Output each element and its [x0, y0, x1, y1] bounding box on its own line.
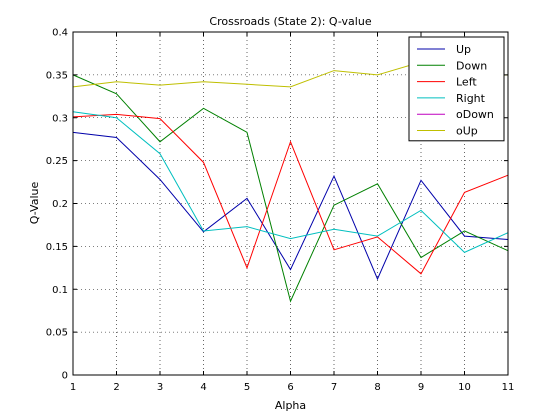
legend-label-down: Down: [456, 59, 487, 72]
grid-lines: [73, 32, 508, 375]
x-tick-label: 6: [287, 382, 293, 393]
series-line-right: [72, 111, 509, 253]
x-tick-labels: 1 2 3 4 5 6 7 8 9 10 11: [70, 382, 515, 393]
x-tick-label: 5: [244, 382, 250, 393]
legend-label-right: Right: [456, 92, 486, 105]
legend-label-oup: oUp: [456, 125, 478, 138]
y-tick-label: 0.1: [52, 285, 68, 296]
legend-label-up: Up: [456, 43, 471, 56]
x-tick-label: 2: [113, 382, 119, 393]
x-tick-label: 7: [331, 382, 337, 393]
x-tick-label: 10: [458, 382, 471, 393]
legend-label-odown: oDown: [456, 108, 494, 121]
x-tick-label: 4: [200, 382, 206, 393]
y-tick-label: 0.2: [52, 199, 68, 210]
x-axis-label: Alpha: [275, 399, 306, 412]
y-tick-labels: 0 0.05 0.1 0.15 0.2 0.25 0.3 0.35 0.4: [46, 28, 68, 382]
y-tick-label: 0.4: [52, 28, 68, 39]
y-tick-label: 0.25: [46, 156, 68, 167]
x-tick-label: 1: [70, 382, 76, 393]
axis-ticks: [72, 31, 509, 376]
legend-box: [408, 36, 505, 142]
y-tick-label: 0.15: [46, 242, 68, 253]
x-tick-label: 3: [157, 382, 163, 393]
series-line-left: [72, 113, 509, 275]
y-axis-label: Q-Value: [28, 182, 41, 225]
x-tick-label: 9: [418, 382, 424, 393]
chart-title: Crossroads (State 2): Q-value: [209, 15, 371, 28]
y-tick-label: 0: [62, 371, 68, 382]
y-tick-label: 0.35: [46, 70, 68, 81]
legend-label-left: Left: [456, 76, 477, 89]
y-tick-label: 0.05: [46, 328, 68, 339]
y-tick-label: 0.3: [52, 113, 68, 124]
x-tick-label: 11: [502, 382, 515, 393]
legend: Up Down Left Right oDown oUp: [408, 36, 505, 142]
x-tick-label: 8: [374, 382, 380, 393]
series-line-up: [72, 131, 509, 281]
series-line-down: [72, 74, 509, 303]
